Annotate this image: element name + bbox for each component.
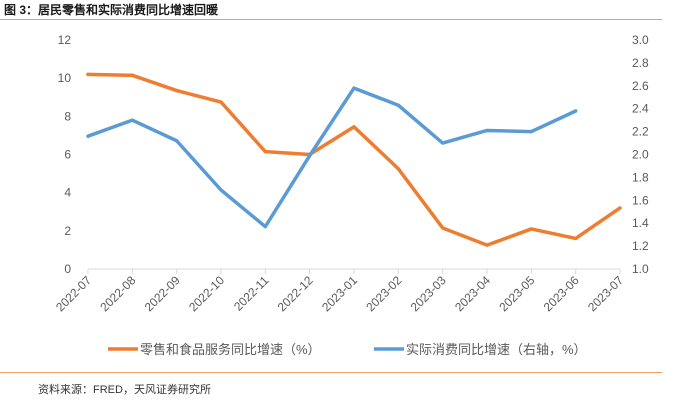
data-point	[574, 109, 578, 113]
x-axis-tick-label: 2022-11	[231, 273, 272, 314]
right-axis-tick-label: 2.2	[632, 125, 649, 139]
data-point	[175, 139, 179, 143]
right-axis-tick-label: 1.4	[632, 216, 649, 230]
data-point	[308, 154, 312, 158]
left-axis-tick-label: 0	[64, 262, 71, 276]
right-axis-ticks: 1.0 1.2 1.4 1.6 1.8 2.0 2.2 2.4 2.6 2.8 3.0	[632, 33, 649, 276]
legend-label: 实际消费同比增速（右轴，%）	[406, 342, 587, 357]
data-point	[219, 188, 223, 192]
left-axis-tick-label: 8	[64, 109, 71, 123]
data-point	[130, 73, 134, 77]
series-line-retail-food-services	[86, 72, 622, 247]
data-point	[574, 236, 578, 241]
data-point	[396, 103, 400, 107]
x-axis-tick-label: 2023-04	[452, 273, 493, 314]
right-axis-tick-label: 2.4	[632, 102, 649, 116]
x-axis-tick-label: 2023-02	[363, 273, 404, 314]
left-axis-tick-label: 10	[58, 71, 72, 85]
x-axis-tick-label: 2022-09	[142, 273, 183, 314]
data-point	[618, 206, 622, 210]
right-axis-tick-label: 2.6	[632, 79, 649, 93]
data-point	[352, 125, 356, 129]
series-lines	[86, 72, 622, 247]
x-axis-tick-label: 2022-08	[97, 273, 138, 314]
data-point	[485, 243, 489, 247]
top-divider	[0, 19, 662, 20]
data-point	[529, 227, 533, 231]
x-axis-ticks: 2022-07 2022-08 2022-09 2022-10 2022-11 2022-…	[53, 269, 626, 314]
legend-label: 零售和食品服务同比增速（%）	[140, 342, 321, 357]
data-point	[175, 88, 179, 93]
right-axis-tick-label: 3.0	[632, 33, 649, 47]
data-point	[441, 141, 445, 145]
data-point	[263, 225, 267, 229]
data-point	[86, 134, 90, 138]
right-axis-tick-label: 2.0	[632, 148, 649, 162]
x-axis-tick-label: 2023-06	[541, 273, 582, 314]
data-point	[396, 167, 400, 171]
left-axis-tick-label: 6	[64, 148, 71, 162]
data-point	[86, 72, 90, 76]
right-axis-tick-label: 1.6	[632, 193, 649, 207]
data-point	[529, 130, 533, 134]
x-axis-tick-label: 2023-01	[319, 273, 360, 314]
series-line-real-consumption	[86, 86, 578, 229]
right-axis-tick-label: 1.0	[632, 262, 649, 276]
x-axis-tick-label: 2023-07	[585, 273, 626, 314]
source-note: 资料来源：FRED，天风证券研究所	[38, 384, 211, 396]
x-axis-tick-label: 2023-03	[408, 273, 449, 314]
left-axis-tick-label: 12	[58, 33, 72, 47]
figure-title: 图 3：居民零售和实际消费同比增速回暖	[4, 3, 219, 17]
x-axis-tick-label: 2022-10	[186, 273, 227, 314]
data-point	[219, 100, 223, 104]
x-axis-tick-label: 2022-12	[275, 273, 316, 314]
right-axis-tick-label: 1.8	[632, 170, 649, 184]
data-point	[130, 118, 134, 122]
x-axis-tick-label: 2023-05	[496, 273, 537, 314]
left-axis-tick-label: 2	[64, 224, 71, 238]
x-axis-tick-label: 2022-07	[53, 273, 94, 314]
line-chart: 0 2 4 6 8 10 12 1.0 1.2 1.4 1.6 1.8 2.0 2.2 2.4 2.6 2.8…	[53, 33, 649, 357]
data-point	[441, 226, 445, 230]
data-point	[263, 150, 267, 154]
left-axis-ticks: 0 2 4 6 8 10 12	[58, 33, 72, 276]
data-point	[352, 86, 356, 90]
left-axis-tick-label: 4	[64, 186, 71, 200]
right-axis-tick-label: 2.8	[632, 56, 649, 70]
bottom-divider	[0, 372, 662, 373]
right-axis-tick-label: 1.2	[632, 239, 649, 253]
data-point	[485, 128, 489, 133]
legend: 零售和食品服务同比增速（%） 实际消费同比增速（右轴，%）	[108, 342, 587, 357]
